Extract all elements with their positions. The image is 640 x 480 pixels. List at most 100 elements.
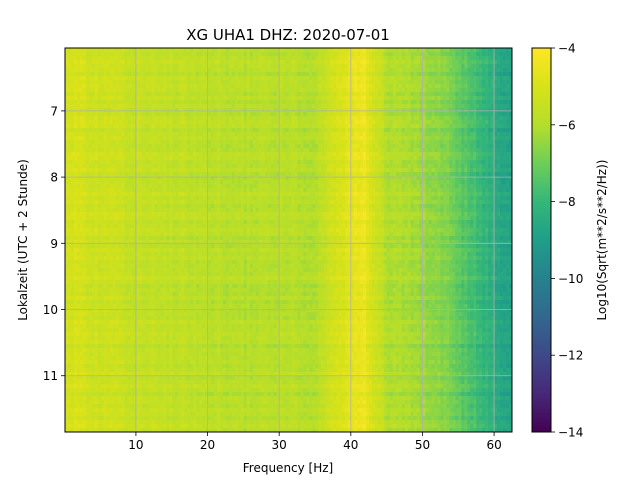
heatmap-cell (190, 284, 194, 289)
heatmap-cell (193, 296, 197, 301)
heatmap-cell (181, 96, 185, 101)
heatmap-cell (169, 48, 173, 53)
heatmap-cell (118, 68, 123, 73)
heatmap-cell (133, 60, 138, 65)
heatmap-cell (100, 328, 105, 333)
heatmap-cell (67, 260, 72, 265)
heatmap-cell (172, 180, 176, 185)
heatmap-cell (175, 52, 179, 57)
heatmap-cell (181, 364, 185, 369)
heatmap-cell (103, 156, 108, 161)
heatmap-cell (157, 280, 161, 285)
heatmap-cell (169, 400, 173, 405)
heatmap-cell (124, 332, 129, 337)
heatmap-cell (178, 164, 182, 169)
heatmap-cell (106, 292, 111, 297)
heatmap-cell (79, 232, 84, 237)
heatmap-cell (133, 412, 138, 417)
heatmap-cell (88, 368, 93, 373)
heatmap-cell (133, 140, 138, 145)
heatmap-cell (73, 164, 78, 169)
heatmap-cell (199, 332, 203, 337)
heatmap-cell (187, 236, 191, 241)
heatmap-cell (133, 312, 138, 317)
heatmap-cell (205, 368, 209, 373)
heatmap-cell (70, 388, 75, 393)
heatmap-cell (175, 160, 179, 165)
heatmap-cell (166, 316, 170, 321)
heatmap-cell (112, 320, 117, 325)
heatmap-cell (175, 260, 179, 265)
heatmap-cell (199, 416, 203, 421)
heatmap-cell (157, 208, 161, 213)
heatmap-cell (103, 72, 108, 77)
heatmap-cell (97, 256, 102, 261)
heatmap-cell (70, 312, 75, 317)
heatmap-cell (187, 124, 191, 129)
heatmap-cell (133, 192, 138, 197)
heatmap-cell (151, 140, 155, 145)
heatmap-cell (199, 180, 203, 185)
heatmap-cell (91, 48, 96, 53)
heatmap-cell (160, 412, 164, 417)
heatmap-cell (121, 152, 126, 157)
heatmap-cell (73, 100, 78, 105)
heatmap-cell (169, 292, 173, 297)
heatmap-cell (166, 268, 170, 273)
heatmap-cell (70, 248, 75, 253)
heatmap-cell (103, 76, 108, 81)
heatmap-cell (112, 172, 117, 177)
heatmap-cell (216, 228, 221, 233)
heatmap-cell (181, 260, 185, 265)
heatmap-cell (202, 276, 206, 281)
heatmap-cell (133, 64, 138, 69)
heatmap-cell (196, 384, 200, 389)
heatmap-cell (88, 72, 93, 77)
heatmap-cell (160, 268, 164, 273)
heatmap-cell (202, 224, 206, 229)
heatmap-cell (205, 236, 209, 241)
heatmap-cell (163, 128, 167, 133)
heatmap-cell (88, 220, 93, 225)
heatmap-cell (65, 312, 69, 317)
heatmap-cell (211, 208, 215, 213)
heatmap-cell (193, 160, 197, 165)
heatmap-cell (202, 104, 206, 109)
heatmap-cell (205, 220, 209, 225)
heatmap-cell (166, 336, 170, 341)
heatmap-cell (202, 124, 206, 129)
heatmap-cell (193, 168, 197, 173)
heatmap-cell (112, 296, 117, 301)
heatmap-cell (163, 112, 167, 117)
heatmap-cell (181, 304, 185, 309)
heatmap-cell (139, 92, 144, 97)
heatmap-cell (76, 232, 81, 237)
heatmap-cell (163, 76, 167, 81)
heatmap-cell (97, 236, 102, 241)
heatmap-cell (82, 60, 87, 65)
heatmap-cell (169, 160, 173, 165)
heatmap-cell (193, 164, 197, 169)
heatmap-cell (65, 220, 69, 225)
heatmap-cell (216, 260, 221, 265)
heatmap-cell (106, 376, 111, 381)
heatmap-cell (127, 136, 132, 141)
heatmap-cell (157, 320, 161, 325)
heatmap-cell (211, 100, 215, 105)
heatmap-cell (172, 236, 176, 241)
heatmap-cell (103, 272, 108, 277)
heatmap-cell (181, 300, 185, 305)
heatmap-cell (67, 92, 72, 97)
heatmap-cell (118, 280, 123, 285)
heatmap-cell (187, 424, 191, 429)
heatmap-cell (145, 368, 150, 373)
heatmap-cell (142, 344, 147, 349)
heatmap-cell (100, 272, 105, 277)
heatmap-cell (106, 208, 111, 213)
heatmap-cell (124, 156, 129, 161)
heatmap-cell (154, 152, 158, 157)
heatmap-cell (100, 312, 105, 317)
heatmap-cell (160, 236, 164, 241)
heatmap-cell (187, 60, 191, 65)
heatmap-cell (67, 352, 72, 357)
